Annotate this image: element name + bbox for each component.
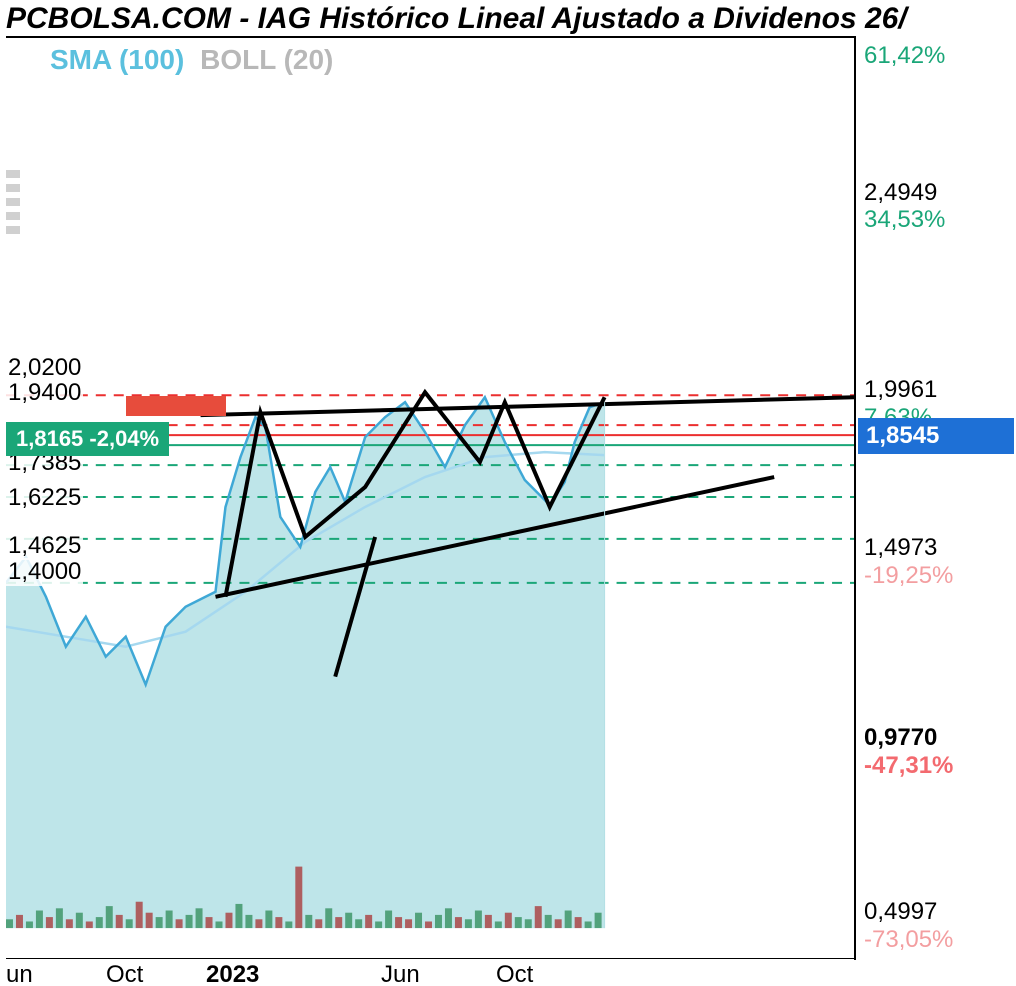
x-axis-tick: Oct [106, 961, 143, 986]
left-level-label: 1,6225 [6, 484, 83, 512]
right-axis-label: -73,05% [864, 926, 953, 954]
left-level-label: 1,4625 [6, 532, 83, 560]
chart-plot-area[interactable] [6, 36, 856, 960]
x-axis-tick: un [6, 961, 33, 986]
right-axis-label: 1,4973 [864, 534, 937, 562]
right-axis-label: 34,53% [864, 206, 945, 234]
left-level-label: 1,9400 [6, 379, 83, 407]
last-price-badge: 1,8545 [858, 418, 1014, 454]
right-axis-label: 0,9770 [864, 724, 937, 752]
x-axis: un Oct 2023 Jun Oct [6, 958, 856, 986]
x-axis-tick: Jun [381, 961, 420, 986]
x-axis-tick: 2023 [206, 961, 259, 986]
chart-svg [6, 38, 854, 960]
right-price-axis: 61,42%2,494934,53%1,99617,63%1,4973-19,2… [858, 36, 1014, 960]
left-level-label: 2,0200 [6, 354, 83, 382]
left-level-label: 1,4000 [6, 558, 83, 586]
prior-close-badge [126, 396, 226, 416]
chart-root: PCBOLSA.COM - IAG Histórico Lineal Ajust… [0, 0, 1016, 986]
page-title: PCBOLSA.COM - IAG Histórico Lineal Ajust… [6, 2, 907, 36]
right-axis-label: 2,4949 [864, 179, 937, 207]
x-axis-tick: Oct [496, 961, 533, 986]
right-axis-label: 61,42% [864, 42, 945, 70]
current-price-change-badge: 1,8165 -2,04% [6, 422, 169, 456]
right-axis-label: 1,9961 [864, 376, 937, 404]
right-axis-label: 0,4997 [864, 898, 937, 926]
right-axis-label: -47,31% [864, 752, 953, 780]
right-axis-label: -19,25% [864, 562, 953, 590]
